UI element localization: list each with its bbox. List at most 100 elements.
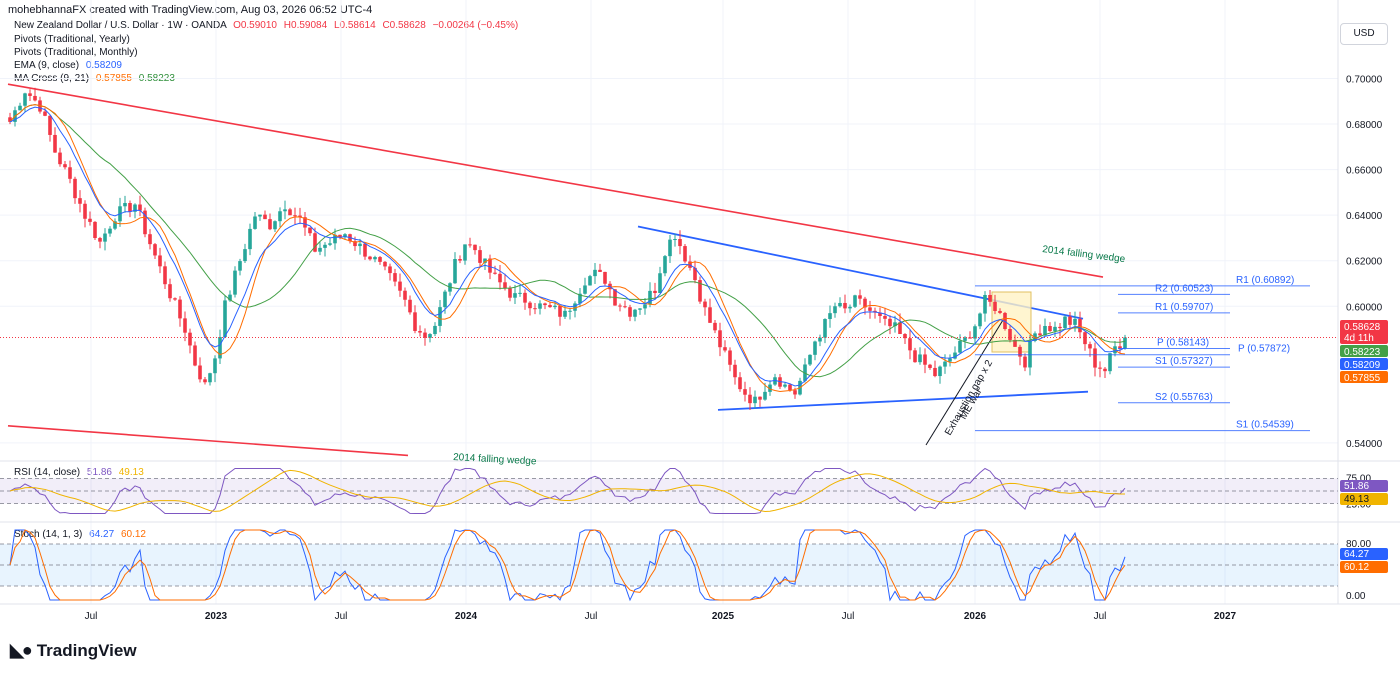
- time-tick-label: 2025: [712, 611, 735, 622]
- candle-body: [283, 209, 287, 212]
- candle-body: [713, 322, 717, 331]
- candle-body: [243, 249, 247, 262]
- candle-body: [903, 334, 907, 339]
- currency-button[interactable]: USD: [1340, 23, 1388, 45]
- candle-body: [963, 337, 967, 341]
- candle-body: [123, 203, 127, 207]
- trendline-upper-red: [7, 83, 1104, 278]
- candle-body: [838, 302, 842, 307]
- pivots-monthly-legend[interactable]: Pivots (Traditional, Monthly): [14, 47, 138, 58]
- stoch-d-value: 60.12: [120, 529, 146, 540]
- axes: 0.70000 0.68000 0.66000 0.64000 0.62000 0.600…: [85, 74, 1383, 622]
- candle-body: [898, 322, 902, 335]
- candle-body: [658, 273, 662, 293]
- candle-body: [823, 319, 827, 338]
- candle-body: [973, 326, 977, 339]
- time-tick-label: Jul: [335, 611, 348, 622]
- candle-body: [1068, 316, 1072, 325]
- price-tick-label: 0.66000: [1346, 166, 1383, 177]
- ma-fast-line: [9, 104, 1126, 393]
- candle-body: [278, 211, 282, 222]
- candle-body: [58, 152, 62, 165]
- candle-body: [553, 305, 557, 308]
- rsi-legend[interactable]: RSI (14, close) 51.86 49.13: [14, 467, 144, 478]
- candle-body: [158, 255, 162, 267]
- candle-body: [298, 215, 302, 218]
- price-tick-label: 0.70000: [1346, 74, 1383, 85]
- candle-body: [1023, 356, 1027, 368]
- candle-body: [593, 269, 597, 277]
- candle-body: [1073, 318, 1077, 325]
- annotation-wedge-upper: 2014 falling wedge: [1042, 244, 1127, 265]
- candle-body: [763, 391, 767, 400]
- change-value: −0.00264 (−0.45%): [432, 20, 519, 31]
- candle-body: [558, 305, 562, 317]
- pivot-label: R1 (0.59707): [1155, 302, 1213, 313]
- candle-body: [388, 266, 392, 274]
- candle-body: [303, 217, 307, 228]
- stoch-label: Stoch (14, 1, 3): [14, 529, 83, 540]
- candle-body: [53, 134, 57, 153]
- ema-label: EMA (9, close): [14, 60, 80, 71]
- gap-highlight-box: [991, 291, 1032, 353]
- candle-body: [293, 215, 297, 217]
- candle-body: [248, 228, 252, 250]
- candle-body: [48, 115, 52, 135]
- candle-body: [908, 338, 912, 351]
- candle-body: [178, 299, 182, 319]
- candle-body: [568, 310, 572, 312]
- candle-body: [723, 347, 727, 351]
- candle-body: [983, 294, 987, 314]
- candle-body: [1013, 339, 1017, 347]
- candle-body: [113, 221, 117, 229]
- close-value: C0.58628: [382, 20, 426, 31]
- candle-body: [1053, 326, 1057, 332]
- candle-body: [1048, 325, 1052, 332]
- candle-body: [393, 273, 397, 282]
- ema-badge-text: 0.58209: [1344, 360, 1381, 371]
- candle-body: [803, 364, 807, 381]
- candle-body: [358, 243, 362, 247]
- candle-body: [583, 285, 587, 294]
- ema-value: 0.58209: [85, 60, 122, 71]
- time-tick-label: 2024: [455, 611, 478, 622]
- candle-body: [698, 280, 702, 302]
- time-tick-label: Jul: [85, 611, 98, 622]
- candle-body: [948, 358, 952, 362]
- candle-body: [753, 396, 757, 404]
- candle-body: [868, 307, 872, 311]
- pivot-label: S2 (0.55763): [1155, 392, 1213, 403]
- ema-legend[interactable]: EMA (9, close) 0.58209: [14, 60, 122, 71]
- stoch-legend[interactable]: Stoch (14, 1, 3) 64.27 60.12: [14, 529, 146, 540]
- price-tick-label: 0.64000: [1346, 211, 1383, 222]
- rsi-ma-line: [9, 469, 1126, 513]
- candle-body: [1118, 346, 1122, 349]
- pivots-yearly-legend[interactable]: Pivots (Traditional, Yearly): [14, 34, 130, 45]
- candle-body: [153, 244, 157, 256]
- rsi-ma-badge: [1340, 493, 1388, 505]
- candle-body: [233, 270, 237, 295]
- stoch-tick-80: 80.00: [1346, 539, 1371, 550]
- rsi-line: [9, 467, 1126, 514]
- stoch-d-line: [9, 529, 1126, 601]
- candle-body: [428, 334, 432, 338]
- tradingview-logo[interactable]: ◣● TradingView: [10, 640, 137, 661]
- rsi-ma-badge-text: 49.13: [1344, 494, 1369, 505]
- candle-body: [663, 256, 667, 274]
- candle-body: [483, 258, 487, 263]
- stoch-k-badge: [1340, 548, 1388, 560]
- candle-body: [83, 203, 87, 219]
- candle-body: [528, 302, 532, 309]
- candle-body: [308, 227, 312, 234]
- candle-body: [928, 364, 932, 368]
- symbol-legend[interactable]: New Zealand Dollar / U.S. Dollar · 1W · …: [14, 20, 518, 31]
- candle-body: [998, 310, 1002, 313]
- stoch-k-badge-text: 64.27: [1344, 549, 1369, 560]
- price-tick-label: 0.54000: [1346, 439, 1383, 450]
- candle-body: [738, 377, 742, 390]
- candle-body: [508, 288, 512, 298]
- candle-body: [718, 330, 722, 348]
- candle-body: [628, 307, 632, 317]
- rsi-value: 51.86: [86, 467, 112, 478]
